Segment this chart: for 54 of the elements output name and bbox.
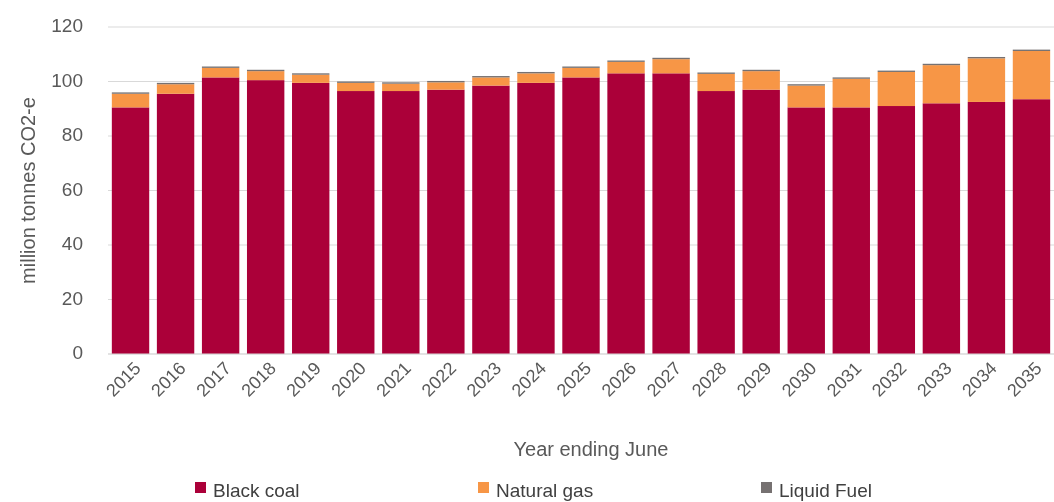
bar xyxy=(111,107,150,354)
bar xyxy=(607,61,645,74)
bar xyxy=(967,58,1006,102)
bar xyxy=(292,74,330,83)
bar xyxy=(111,93,150,108)
bar xyxy=(472,77,510,86)
y-tick-label: 0 xyxy=(72,342,83,364)
bar xyxy=(337,91,375,354)
y-tick-label: 40 xyxy=(61,233,83,255)
bar xyxy=(652,73,690,354)
bar xyxy=(922,65,961,104)
bar xyxy=(246,71,285,81)
y-tick-label: 100 xyxy=(51,69,83,91)
bar xyxy=(697,73,735,92)
bar xyxy=(201,77,240,354)
y-tick-label: 120 xyxy=(51,15,83,37)
bar xyxy=(517,82,555,354)
legend-label: Natural gas xyxy=(496,480,594,502)
bar xyxy=(832,107,870,354)
bar xyxy=(607,73,645,354)
bar xyxy=(427,89,465,354)
legend-label: Liquid Fuel xyxy=(779,480,872,502)
bar xyxy=(562,67,600,78)
bar xyxy=(427,82,465,90)
bar xyxy=(877,106,916,354)
bar xyxy=(246,80,285,354)
y-axis-title: million tonnes CO2-e xyxy=(17,97,39,284)
y-tick-label: 20 xyxy=(61,287,83,309)
bar xyxy=(292,82,330,354)
bar xyxy=(787,85,825,108)
bar xyxy=(156,84,195,94)
bar xyxy=(697,91,735,354)
y-tick-label: 60 xyxy=(61,178,83,200)
bar xyxy=(382,83,420,92)
bar xyxy=(922,103,961,354)
bar xyxy=(382,91,420,354)
bar xyxy=(1012,99,1051,354)
y-tick-label: 80 xyxy=(61,124,83,146)
bar xyxy=(156,93,195,354)
bar xyxy=(201,67,240,78)
bar xyxy=(742,89,780,354)
bar xyxy=(877,71,916,107)
bar xyxy=(562,77,600,354)
bar xyxy=(472,85,510,354)
bar xyxy=(517,73,555,83)
bar xyxy=(652,59,690,74)
bar xyxy=(337,82,375,92)
bar xyxy=(787,107,825,354)
bar xyxy=(832,78,870,108)
bar xyxy=(1012,50,1051,100)
x-axis-title: Year ending June xyxy=(513,438,669,461)
bar xyxy=(967,101,1006,354)
bar xyxy=(742,71,780,90)
legend-label: Black coal xyxy=(213,480,300,502)
